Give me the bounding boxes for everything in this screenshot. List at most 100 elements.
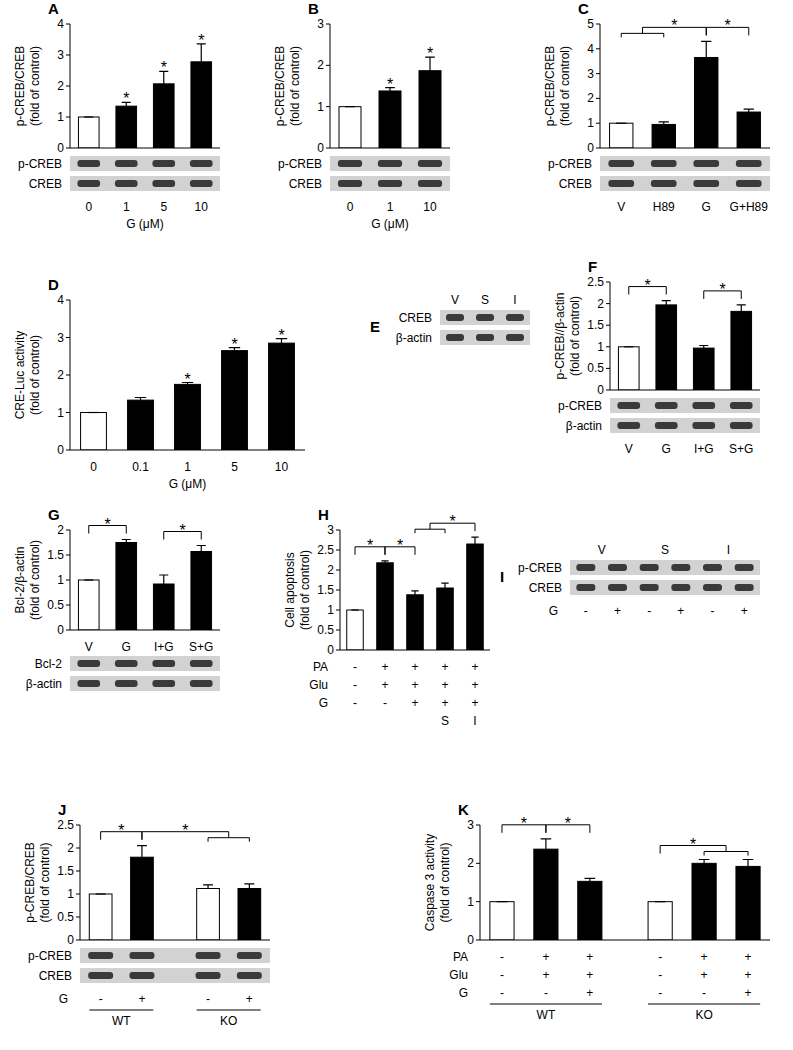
bar [656, 305, 677, 390]
x-tick-label: G+H89 [730, 200, 769, 214]
group-line [490, 1003, 602, 1004]
y-tick [326, 24, 330, 25]
y-tick-label: 0.5 [57, 910, 74, 924]
blot-band [608, 564, 627, 571]
condition-value: S [441, 714, 449, 728]
blot-band [476, 334, 494, 341]
y-tick [66, 86, 70, 87]
x-axis [600, 148, 770, 149]
condition-value: + [701, 968, 708, 982]
blot-row-label: CREB [29, 177, 62, 191]
condition-value: + [441, 696, 448, 710]
significance-star: * [565, 815, 571, 832]
blot-background [570, 560, 760, 575]
significance-bracket [141, 832, 142, 840]
y-axis-label: (fold of control) [38, 842, 52, 922]
panel-letter: I [500, 568, 504, 585]
lane-label: I [727, 543, 730, 557]
y-tick-label: 4 [587, 42, 594, 56]
y-tick-label: 2 [67, 841, 74, 855]
y-tick-label: 2 [327, 563, 334, 577]
y-tick [606, 325, 610, 326]
condition-value: + [246, 992, 253, 1006]
significance-bracket [415, 523, 445, 533]
condition-label: G [549, 604, 558, 618]
y-tick-label: 4 [57, 293, 64, 307]
condition-value: - [647, 604, 651, 618]
blot-row-label: p-CREB [548, 157, 592, 171]
error-bar [699, 860, 710, 864]
panel-letter: H [318, 506, 329, 523]
condition-label: G [459, 986, 468, 1000]
panel-5: 00.511.522.5p-CREB//β-actin(fold of cont… [553, 258, 760, 456]
x-axis-label: G (μM) [371, 217, 409, 231]
significance-star: * [161, 59, 167, 76]
bar [419, 71, 441, 148]
y-tick [476, 901, 480, 902]
blot-background [440, 310, 530, 325]
bar [737, 112, 760, 148]
y-tick-label: 5 [587, 17, 594, 31]
blot-band [730, 422, 753, 429]
condition-value: I [473, 714, 476, 728]
x-axis [480, 940, 770, 941]
condition-label: G [59, 992, 68, 1006]
blot-band [115, 180, 138, 187]
panel-letter: F [588, 258, 597, 275]
blot-background [330, 176, 450, 191]
blot-band [506, 314, 524, 321]
x-tick-label: V [625, 442, 633, 456]
condition-value: + [745, 950, 752, 964]
y-tick-label: 1 [597, 340, 604, 354]
significance-star: * [367, 537, 373, 554]
blot-row-label: β-actin [396, 331, 432, 345]
y-tick-label: 1 [67, 887, 74, 901]
panel-9: 00.511.522.5p-CREB/CREB(fold of control)… [23, 801, 270, 1028]
y-tick [606, 368, 610, 369]
condition-value: + [441, 678, 448, 692]
y-tick [336, 610, 340, 611]
y-tick [66, 530, 70, 531]
condition-value: - [500, 968, 504, 982]
blot-band [617, 402, 640, 409]
blot-band [576, 584, 595, 591]
blot-band [115, 160, 138, 167]
y-tick [606, 346, 610, 347]
significance-bracket [545, 825, 546, 833]
y-tick-label: 3 [467, 818, 474, 832]
y-axis-label: CRE-Luc activity [13, 331, 27, 420]
blot-band [703, 564, 722, 571]
blot-background [600, 156, 770, 171]
significance-star: * [179, 522, 185, 539]
bar [467, 544, 484, 650]
x-tick-label: 10 [423, 200, 437, 214]
error-bar [616, 123, 626, 124]
significance-bracket [666, 287, 667, 295]
y-tick-label: 2.5 [57, 818, 74, 832]
blot-background [610, 398, 760, 413]
condition-value: - [206, 992, 210, 1006]
figure: 01234p-CREB/CREB(fold of control)A***p-C… [0, 0, 793, 1050]
condition-label: PA [313, 660, 328, 674]
blot-background [70, 156, 220, 171]
error-bar [203, 885, 213, 889]
bar [191, 552, 212, 631]
significance-bracket [126, 526, 127, 534]
y-tick [606, 282, 610, 283]
condition-value: - [383, 696, 387, 710]
panel-4: VSIECREBβ-actin [370, 293, 530, 345]
bar [81, 413, 107, 451]
y-axis-label: (fold of control) [28, 540, 42, 620]
y-axis-label: (fold of control) [298, 550, 312, 630]
x-tick-label: 1 [387, 200, 394, 214]
bar [652, 124, 675, 148]
plot-marks [490, 839, 760, 940]
blot-background [80, 948, 270, 963]
blot-band [617, 422, 640, 429]
y-tick [336, 550, 340, 551]
blot-band [77, 680, 100, 687]
error-bar [624, 346, 633, 347]
blot-row-label: p-CREB [518, 561, 562, 575]
condition-value: + [411, 660, 418, 674]
plot-marks [78, 540, 211, 631]
